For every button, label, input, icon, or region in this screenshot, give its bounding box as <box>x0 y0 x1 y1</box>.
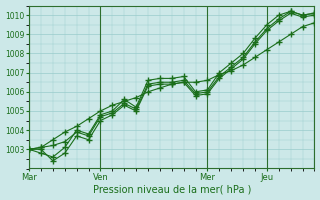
X-axis label: Pression niveau de la mer( hPa ): Pression niveau de la mer( hPa ) <box>92 184 251 194</box>
